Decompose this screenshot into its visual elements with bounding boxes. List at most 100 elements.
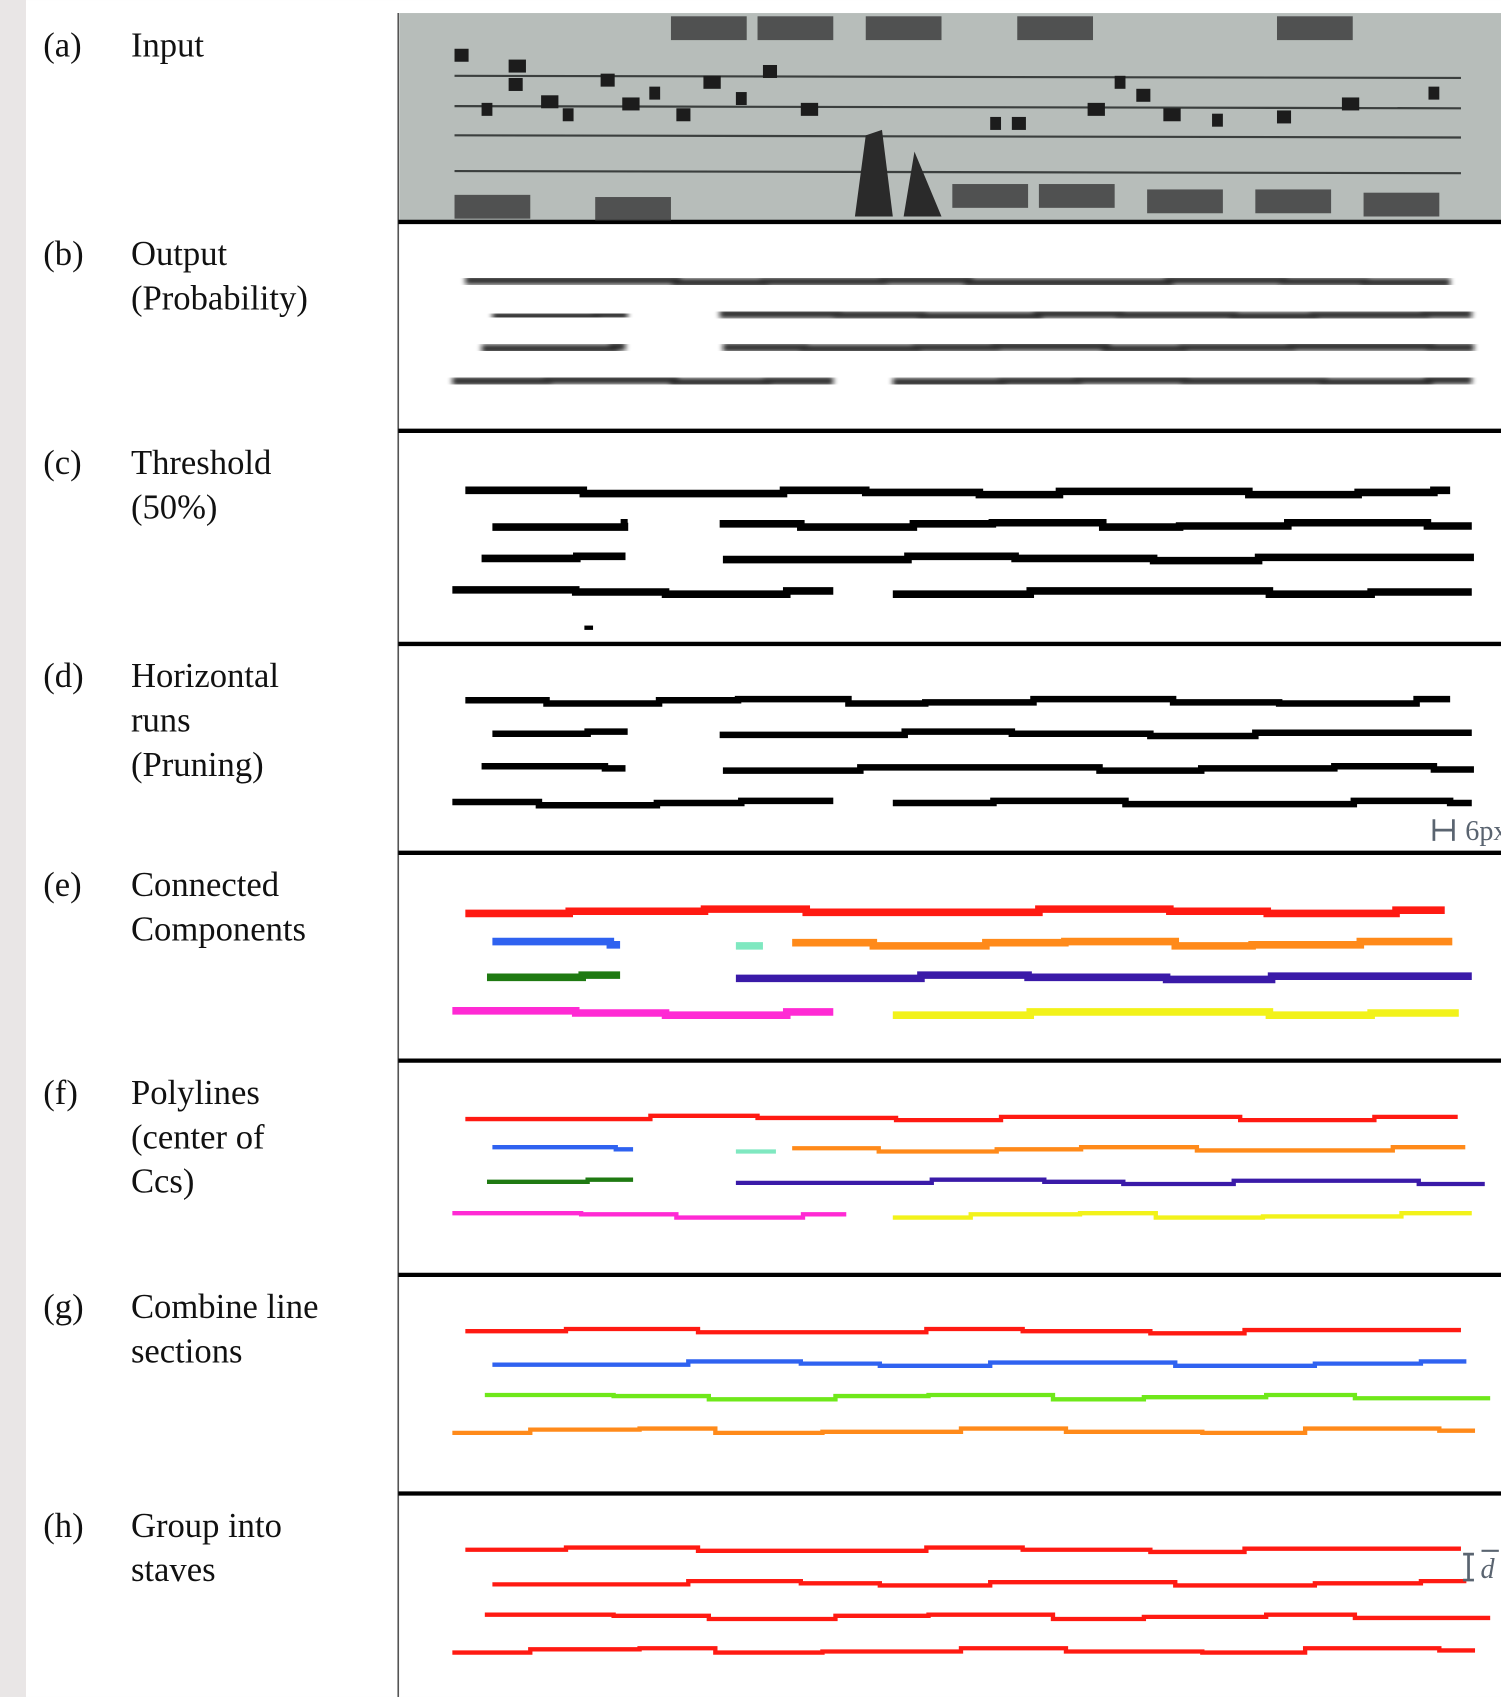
staff-line (492, 937, 621, 949)
neume (649, 86, 661, 100)
manuscript-staff (454, 74, 1461, 80)
text-glyphs (757, 16, 834, 41)
neume (600, 73, 615, 87)
text-glyphs (1255, 189, 1332, 214)
staff-line (492, 310, 628, 321)
staff-line (465, 486, 1451, 499)
staff-line (486, 971, 621, 982)
row-separators (398, 219, 1501, 1496)
staff-line (892, 797, 1472, 808)
staff-line (892, 587, 1472, 598)
text-glyphs (1276, 16, 1353, 41)
staff-line (735, 1177, 1485, 1187)
text-glyphs (1147, 189, 1223, 214)
staff-line (892, 1008, 1459, 1019)
neume (1114, 75, 1126, 89)
neume (1087, 102, 1105, 116)
distance-label: d (1480, 1554, 1495, 1585)
row-label-line: Combine line (131, 1288, 319, 1326)
staff-line (492, 1359, 1467, 1368)
staff-line (722, 342, 1474, 353)
row-label-line: runs (131, 702, 191, 740)
staff-line (484, 1392, 1491, 1402)
neume (481, 102, 493, 116)
row-label-line: Threshold (131, 444, 271, 482)
staff-lines (452, 16, 1491, 1655)
row-label-line: staves (131, 1551, 216, 1589)
staff-line (792, 937, 1453, 950)
row-letter: (d) (43, 657, 83, 695)
staff-line (722, 552, 1474, 565)
neume (508, 77, 523, 91)
staff-line (735, 971, 1472, 984)
initial-letter (854, 129, 942, 217)
staff-line (484, 1612, 1491, 1622)
staff-line (892, 375, 1472, 387)
staff-line (486, 1177, 634, 1184)
panel-background (25, 0, 1501, 1697)
staff-line (722, 763, 1474, 774)
distance-bracket (1463, 1552, 1474, 1582)
row-label-line: Group into (131, 1507, 282, 1545)
staff-line (492, 1145, 634, 1152)
neume (703, 75, 721, 89)
manuscript-staff (454, 169, 1461, 175)
text-glyphs (1017, 16, 1094, 41)
staff-line (492, 728, 628, 738)
row-label-line: Output (131, 235, 228, 273)
staff-line (481, 552, 626, 563)
neume (1341, 97, 1360, 111)
neume (1136, 88, 1151, 102)
staff-line (452, 586, 834, 598)
neume (762, 64, 778, 78)
row-label-line: Components (131, 910, 306, 948)
input-image (399, 13, 1501, 222)
text-glyphs (952, 184, 1029, 208)
staff-line (719, 728, 1472, 740)
distance-marker: d (1463, 1549, 1499, 1585)
neume (1212, 113, 1223, 127)
row-label-line: (Probability) (131, 280, 308, 318)
row-label-line: Ccs) (131, 1163, 194, 1201)
staff-line (465, 1113, 1458, 1123)
row-letter: (h) (43, 1507, 83, 1545)
neume (676, 108, 691, 122)
staff-line (465, 276, 1451, 287)
staff-line (792, 1145, 1466, 1154)
row-label-line: Polylines (131, 1074, 260, 1112)
row-letter: (f) (43, 1074, 78, 1112)
scale-label: 6px (1465, 816, 1501, 847)
row-label-line: (center of (131, 1118, 265, 1156)
staff-line (892, 1211, 1472, 1220)
staff-line (452, 1211, 847, 1220)
neume (541, 95, 559, 109)
text-glyphs (1038, 184, 1115, 208)
staff-line (492, 518, 629, 531)
row-label-line: (50%) (131, 488, 218, 526)
staff-line (452, 1646, 1476, 1655)
text-glyphs (1363, 192, 1440, 217)
row-letter: (a) (43, 26, 81, 64)
neume (1011, 116, 1026, 130)
staff-line (481, 342, 626, 353)
scale-bracket (1432, 819, 1455, 841)
neume (622, 97, 640, 111)
staff-line (465, 695, 1451, 707)
row-label-line: Connected (131, 866, 279, 904)
row-label-line: sections (131, 1333, 243, 1371)
noise-blob (584, 625, 594, 630)
staff-line (465, 1326, 1461, 1336)
staff-line (452, 1007, 834, 1019)
row-letter: (g) (43, 1288, 83, 1326)
staff-line (465, 1545, 1461, 1555)
staff-line (452, 797, 834, 809)
row-letter: (c) (43, 444, 81, 482)
staff-line (492, 1578, 1467, 1588)
neume (1276, 110, 1292, 124)
row-label-line: Input (131, 26, 204, 64)
staff-line (719, 518, 1472, 531)
text-glyphs (865, 16, 942, 41)
text-glyphs (670, 16, 747, 41)
